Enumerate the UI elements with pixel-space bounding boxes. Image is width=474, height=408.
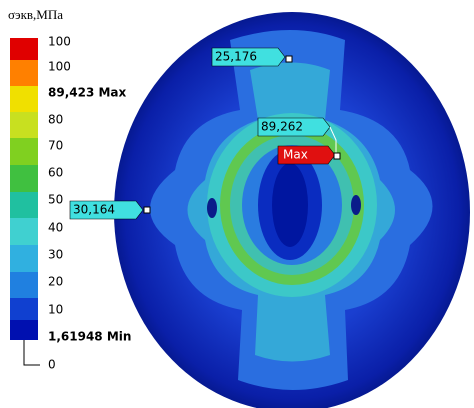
legend-label: 70: [48, 139, 63, 153]
legend-title: σэкв,МПа: [8, 7, 63, 22]
legend-label: 1,61948 Min: [48, 330, 131, 344]
callout-value: 89,262: [261, 120, 303, 134]
legend-label: 0: [48, 358, 56, 372]
callout-value: 25,176: [215, 50, 257, 64]
legend-label: 30: [48, 248, 63, 262]
stress-model: [114, 12, 470, 408]
callout: 25,176: [212, 48, 292, 66]
legend-label: 80: [48, 113, 63, 127]
callout-max: Max: [283, 148, 308, 162]
color-bar: [10, 38, 40, 365]
legend-label: 50: [48, 193, 63, 207]
legend-label: 89,423 Max: [48, 86, 127, 100]
legend-label: 40: [48, 221, 63, 235]
legend-label: 20: [48, 275, 63, 289]
legend-label: 100: [48, 60, 71, 74]
fea-result-view: σэкв,МПа 10010089,423 Max807060504030201…: [0, 0, 474, 408]
callout-value: 30,164: [73, 203, 115, 217]
legend-label: 60: [48, 166, 63, 180]
callout: 30,164: [70, 201, 150, 219]
legend-label: 10: [48, 303, 63, 317]
legend-label: 100: [48, 35, 71, 49]
